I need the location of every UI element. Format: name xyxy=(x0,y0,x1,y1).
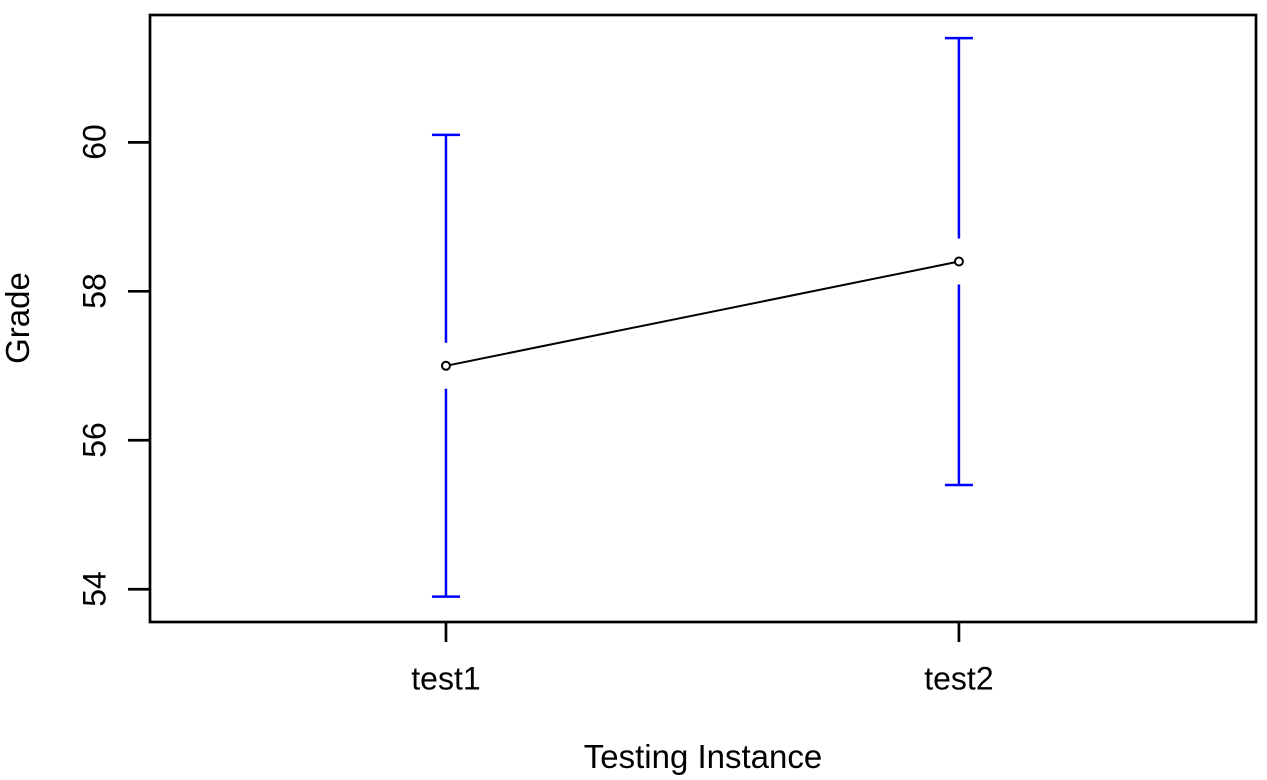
x-tick-label: test1 xyxy=(411,660,481,697)
mean-line xyxy=(445,260,960,367)
y-tick-label: 54 xyxy=(76,571,113,608)
x-axis-title: Testing Instance xyxy=(583,738,823,775)
x-tick-label: test2 xyxy=(924,660,994,697)
y-tick-label: 60 xyxy=(76,124,113,161)
y-axis-title: Grade xyxy=(0,272,36,364)
mean-marker xyxy=(440,360,451,371)
y-tick-label: 56 xyxy=(76,422,113,459)
mean-marker xyxy=(953,256,964,267)
plot-box xyxy=(148,13,1258,624)
y-tick-label: 58 xyxy=(76,273,113,310)
